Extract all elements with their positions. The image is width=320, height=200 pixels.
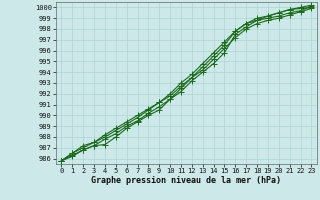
X-axis label: Graphe pression niveau de la mer (hPa): Graphe pression niveau de la mer (hPa)	[92, 176, 281, 185]
